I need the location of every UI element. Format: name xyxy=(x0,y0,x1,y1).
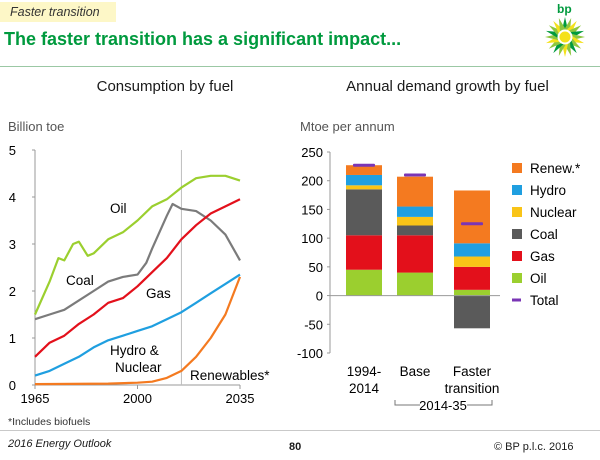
x-tick-label: 2000 xyxy=(123,391,152,406)
bar-segment-hydro xyxy=(346,174,382,186)
legend-swatch-total xyxy=(512,298,521,302)
x-tick-label: 1965 xyxy=(21,391,50,406)
bar-segment-gas xyxy=(397,235,433,273)
series-line-coal xyxy=(34,202,241,321)
category-label: transition xyxy=(445,381,500,396)
legend-label: Total xyxy=(530,293,559,308)
y-tick-label: -100 xyxy=(297,346,323,361)
series-line-gas xyxy=(34,198,241,358)
category-label: 1994- xyxy=(347,364,382,379)
series-annotation: Renewables* xyxy=(190,368,270,383)
y-tick-label: 5 xyxy=(9,143,16,158)
category-label: 2014 xyxy=(349,381,380,396)
page-number: 80 xyxy=(289,441,302,453)
consumption-line-chart: 0 1 2 3 4 5 1965 2000 2035 Oil Coal Gas Hydro & Nucle… xyxy=(9,143,271,406)
legend-label: Hydro xyxy=(530,183,566,198)
series-line-oil xyxy=(33,174,241,315)
y-tick-label: 50 xyxy=(309,260,323,275)
left-chart-unit-label: Billion toe xyxy=(8,119,65,134)
header-rule xyxy=(0,66,600,67)
legend-swatch-renew xyxy=(512,163,522,173)
bar-segment-coal xyxy=(346,189,382,236)
y-tick-label: 150 xyxy=(301,202,323,217)
bar-segment-gas xyxy=(346,235,382,270)
legend-label: Coal xyxy=(530,227,558,242)
bar-segment-coal xyxy=(454,295,490,329)
y-tick-label: 200 xyxy=(301,174,323,189)
bar-segment-nuclear xyxy=(454,256,490,267)
category-label: Base xyxy=(400,364,431,379)
series-annotation: Nuclear xyxy=(115,360,162,375)
bar-segment-gas xyxy=(454,266,490,290)
bar-segment-oil xyxy=(397,272,433,296)
copyright: © BP p.l.c. 2016 xyxy=(494,441,574,453)
y-tick-label: 0 xyxy=(9,378,16,393)
footnote: *Includes biofuels xyxy=(8,416,91,428)
series-annotation: Coal xyxy=(66,273,94,288)
series-annotation: Gas xyxy=(146,286,171,301)
y-tick-label: 4 xyxy=(9,190,16,205)
bar-segment-oil xyxy=(346,269,382,296)
y-tick-label: 3 xyxy=(9,237,16,252)
group-bracket-right xyxy=(467,400,493,406)
bar-segment-renew xyxy=(346,165,382,175)
demand-growth-bar-chart: 250 200 150 100 50 0 -50 -100 1994- 2014 Base Faste… xyxy=(297,145,581,413)
bar-segment-nuclear xyxy=(346,185,382,190)
bar-segment-hydro xyxy=(454,243,490,257)
series-line-hydro-nuclear xyxy=(34,273,241,377)
left-chart-title: Consumption by fuel xyxy=(96,78,234,95)
bp-helios-logo-icon xyxy=(545,17,585,57)
bar-segment-oil xyxy=(454,289,490,296)
y-tick-label: 100 xyxy=(301,231,323,246)
bar-segment-renew xyxy=(454,190,490,244)
series-line-renewables xyxy=(34,276,242,386)
legend-swatch-hydro xyxy=(512,185,522,195)
bar-segment-coal xyxy=(397,225,433,236)
category-label: Faster xyxy=(453,364,492,379)
section-tag: Faster transition xyxy=(0,2,116,22)
total-marker xyxy=(353,163,375,167)
y-tick-label: 0 xyxy=(316,289,323,304)
bar-segment-nuclear xyxy=(397,216,433,226)
bar-segment-renew xyxy=(397,176,433,207)
legend-label: Nuclear xyxy=(530,205,577,220)
page-title: The faster transition has a significant … xyxy=(4,29,402,49)
footer-rule xyxy=(0,430,600,431)
total-marker xyxy=(404,173,426,177)
legend-swatch-oil xyxy=(512,273,522,283)
legend-swatch-gas xyxy=(512,251,522,261)
bar-segment-hydro xyxy=(397,206,433,217)
right-chart-title: Annual demand growth by fuel xyxy=(346,78,549,95)
legend-label: Oil xyxy=(530,271,547,286)
legend-label: Gas xyxy=(530,249,555,264)
footer-publication: 2016 Energy Outlook xyxy=(8,438,112,450)
series-annotation: Oil xyxy=(110,201,127,216)
x-tick-label: 2035 xyxy=(226,391,255,406)
right-chart-unit-label: Mtoe per annum xyxy=(300,119,395,134)
legend-swatch-coal xyxy=(512,229,522,239)
category-group-label: 2014-35 xyxy=(419,398,467,413)
bp-logo-text: bp xyxy=(557,2,572,16)
y-tick-label: 250 xyxy=(301,145,323,160)
y-tick-label: -50 xyxy=(304,317,323,332)
y-tick-label: 1 xyxy=(9,331,16,346)
series-annotation: Hydro & xyxy=(110,343,159,358)
y-tick-label: 2 xyxy=(9,284,16,299)
legend-swatch-nuclear xyxy=(512,207,522,217)
legend-label: Renew.* xyxy=(530,161,581,176)
total-marker xyxy=(461,222,483,226)
group-bracket-left xyxy=(394,400,420,406)
